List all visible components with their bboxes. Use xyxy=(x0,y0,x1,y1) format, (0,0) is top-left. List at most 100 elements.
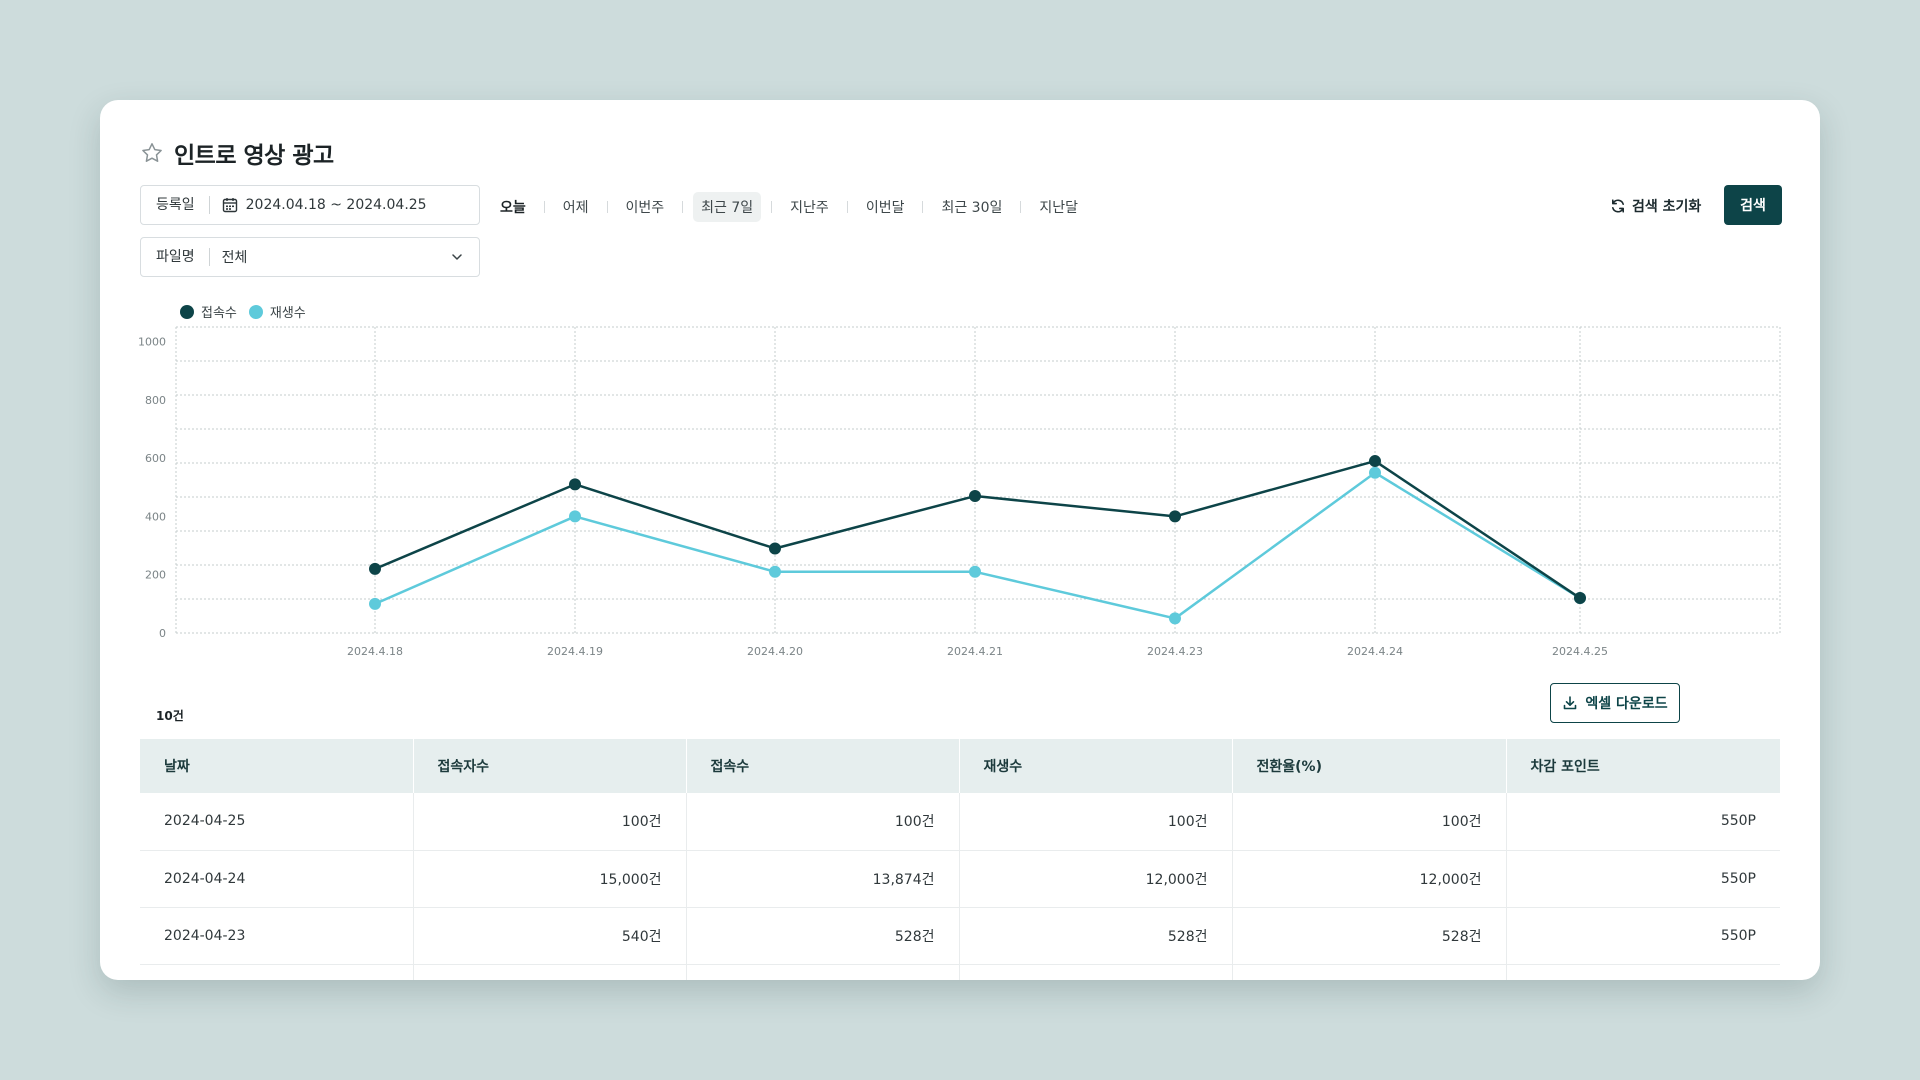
quick-range-divider xyxy=(771,201,773,213)
series-point-1-1 xyxy=(569,510,581,523)
series-point-1-4 xyxy=(1169,612,1181,625)
search-button[interactable]: 검색 xyxy=(1724,185,1782,225)
quick-range-divider xyxy=(1020,201,1022,213)
quick-range-divider xyxy=(922,201,924,213)
series-point-0-6 xyxy=(1574,592,1586,605)
result-count: 10건 xyxy=(156,709,184,723)
quick-range-divider xyxy=(846,201,848,213)
table-row: 2024-04-25 100건 100건 100건 100건 550P xyxy=(140,793,1780,851)
line-chart: 0 200 400 600 800 1000 2024.4.18 2024.4.19 2024.… xyxy=(138,326,1781,658)
table-cell: 528건 xyxy=(685,907,959,965)
chart-legend: 접속수 재생수 xyxy=(180,302,318,321)
quick-range-tabs: 오늘 어제 이번주 최근 7일 지난주 이번달 최근 30일 지난달 xyxy=(492,192,1086,222)
report-card: 인트로 영상 광고 등록일 2024.04.18 ~ 2024.04.25 파일… xyxy=(100,100,1820,980)
table-cell: 12,000건 xyxy=(1231,850,1506,908)
quick-range-divider xyxy=(543,201,545,213)
x-tick-label: 2024.4.19 xyxy=(547,645,603,658)
y-tick-label: 800 xyxy=(145,394,166,407)
table-cell: 550P xyxy=(1505,907,1780,965)
reset-search-label: 검색 초기화 xyxy=(1632,199,1702,215)
column-header-0[interactable]: 날짜 xyxy=(140,739,413,793)
excel-download-button[interactable]: 엑셀 다운로드 xyxy=(1550,683,1680,723)
legend-item-0: 접속수 xyxy=(180,302,237,321)
series-point-1-2 xyxy=(769,565,781,578)
column-header-3[interactable]: 재생수 xyxy=(958,739,1232,793)
legend-label: 재생수 xyxy=(269,306,306,321)
x-tick-label: 2024.4.21 xyxy=(947,645,1003,658)
legend-dot xyxy=(248,304,263,319)
series-point-0-3 xyxy=(969,490,981,503)
table-cell: 550P xyxy=(1505,850,1780,908)
table-row xyxy=(140,964,1780,980)
table-cell: 2024-04-23 xyxy=(140,907,413,965)
quick-range-0[interactable]: 오늘 xyxy=(500,200,526,216)
series-point-1-0 xyxy=(369,597,381,610)
reset-search-button[interactable]: 검색 초기화 xyxy=(1610,192,1701,220)
quick-range-2[interactable]: 이번주 xyxy=(625,200,665,216)
y-tick-label: 400 xyxy=(145,510,166,523)
table-cell: 528건 xyxy=(958,907,1232,965)
legend-item-1: 재생수 xyxy=(248,302,306,321)
date-label: 등록일 xyxy=(141,196,210,214)
x-tick-label: 2024.4.23 xyxy=(1147,645,1203,658)
date-range-field[interactable]: 등록일 2024.04.18 ~ 2024.04.25 xyxy=(140,185,480,225)
quick-range-divider xyxy=(682,201,684,213)
quick-range-4[interactable]: 지난주 xyxy=(790,200,829,216)
page-title: 인트로 영상 광고 xyxy=(174,143,334,169)
table-cell xyxy=(958,964,1232,980)
column-header-4[interactable]: 전환율(%) xyxy=(1231,739,1506,793)
table-cell: 13,874건 xyxy=(685,850,959,908)
file-label: 파일명 xyxy=(141,248,210,266)
star-icon[interactable] xyxy=(140,141,164,165)
quick-range-3[interactable]: 최근 7일 xyxy=(693,192,762,222)
table-row: 2024-04-23 540건 528건 528건 528건 550P xyxy=(140,907,1780,965)
series-point-1-3 xyxy=(969,565,981,578)
table-cell: 100건 xyxy=(1231,793,1506,851)
calendar-icon xyxy=(222,197,238,213)
series-point-1-5 xyxy=(1369,466,1381,479)
table-cell: 15,000건 xyxy=(412,850,686,908)
chevron-down-icon xyxy=(451,251,463,263)
download-icon xyxy=(1562,695,1578,711)
table-cell xyxy=(412,964,686,980)
column-header-2[interactable]: 접속수 xyxy=(685,739,959,793)
series-point-0-5 xyxy=(1369,455,1381,468)
quick-range-5[interactable]: 이번달 xyxy=(865,200,905,216)
x-tick-label: 2024.4.18 xyxy=(347,645,403,658)
table-cell xyxy=(1505,964,1780,980)
excel-download-label: 엑셀 다운로드 xyxy=(1585,696,1668,712)
table-cell: 540건 xyxy=(412,907,686,965)
legend-label: 접속수 xyxy=(201,306,237,321)
series-point-0-1 xyxy=(569,478,581,491)
file-name-select[interactable]: 파일명 전체 xyxy=(140,237,480,277)
table-cell: 550P xyxy=(1505,793,1780,851)
table-cell: 100건 xyxy=(685,793,959,851)
quick-range-7[interactable]: 지난달 xyxy=(1039,200,1078,216)
quick-range-6[interactable]: 최근 30일 xyxy=(941,200,1003,216)
title-row: 인트로 영상 광고 xyxy=(140,136,334,170)
table-cell xyxy=(685,964,959,980)
series-line-0 xyxy=(374,459,1581,600)
table-cell: 528건 xyxy=(1231,907,1506,965)
series-point-0-4 xyxy=(1169,510,1181,523)
table-cell: 100건 xyxy=(958,793,1232,851)
quick-range-1[interactable]: 어제 xyxy=(562,200,589,216)
x-tick-label: 2024.4.24 xyxy=(1347,645,1403,658)
table-cell: 12,000건 xyxy=(958,850,1232,908)
column-header-5[interactable]: 차감 포인트 xyxy=(1505,739,1780,793)
column-header-1[interactable]: 접속자수 xyxy=(412,739,686,793)
x-tick-label: 2024.4.25 xyxy=(1552,645,1608,658)
legend-dot xyxy=(180,304,194,319)
y-tick-label: 200 xyxy=(145,569,166,582)
date-range-value: 2024.04.18 ~ 2024.04.25 xyxy=(245,197,427,213)
table-cell: 2024-04-24 xyxy=(140,850,413,908)
table-cell: 2024-04-25 xyxy=(140,793,413,851)
series-point-0-2 xyxy=(769,542,781,555)
file-value: 전체 xyxy=(221,250,248,266)
quick-range-divider xyxy=(606,201,608,213)
y-tick-label: 1000 xyxy=(138,336,166,349)
table-cell: 100건 xyxy=(412,793,686,851)
y-tick-label: 600 xyxy=(145,452,166,465)
table-row: 2024-04-24 15,000건 13,874건 12,000건 12,000건 55… xyxy=(140,850,1780,908)
table-cell xyxy=(1231,964,1506,980)
